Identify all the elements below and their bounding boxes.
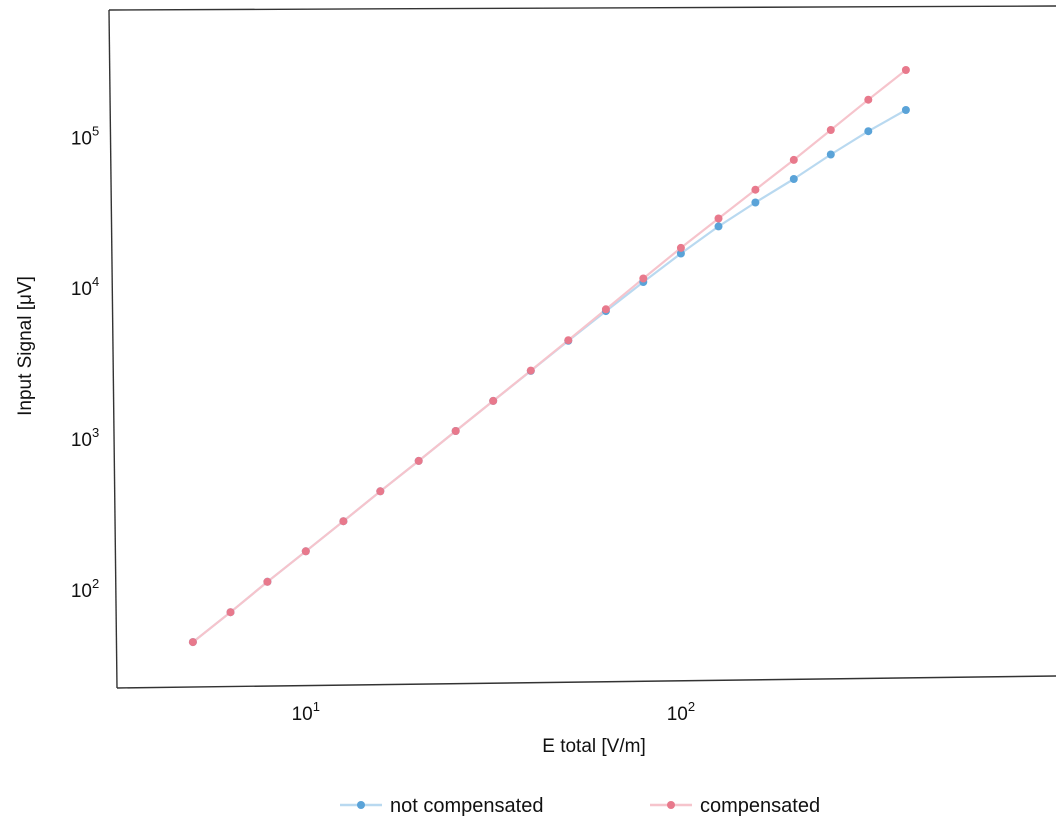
series-line-compensated xyxy=(192,69,907,643)
y-axis-title: Input Signal [μV] xyxy=(15,276,36,416)
legend-marker xyxy=(667,801,675,809)
data-point-not-compensated xyxy=(826,150,835,159)
legend-item: not compensated xyxy=(340,795,543,817)
data-point-compensated xyxy=(751,185,760,194)
data-point-compensated xyxy=(901,66,910,74)
y-tick-label: 102 xyxy=(71,576,99,602)
legend: not compensated compensated xyxy=(340,795,820,817)
data-point-compensated xyxy=(339,517,348,526)
data-point-compensated xyxy=(676,243,685,252)
y-tick-base: 10 xyxy=(71,279,92,300)
series-line-not-compensated xyxy=(192,109,907,643)
data-point-compensated xyxy=(789,155,798,164)
legend-marker xyxy=(357,801,365,809)
x-tick-base: 10 xyxy=(292,704,313,725)
plot-top-border xyxy=(108,5,1056,11)
y-axis-line xyxy=(108,9,118,689)
x-tick-label: 102 xyxy=(667,699,695,725)
data-point-compensated xyxy=(263,577,272,586)
y-tick-exponent: 2 xyxy=(92,576,99,591)
data-point-compensated xyxy=(639,274,648,283)
data-point-compensated xyxy=(714,214,723,223)
data-point-compensated xyxy=(414,456,423,465)
data-point-compensated xyxy=(601,305,610,314)
x-axis-line xyxy=(116,675,1056,689)
x-ticks: 101 102 xyxy=(292,699,695,725)
x-tick-exponent: 2 xyxy=(688,699,695,714)
legend-label: compensated xyxy=(700,795,820,817)
data-point-compensated xyxy=(376,487,385,496)
x-axis-title: E total [V/m] xyxy=(542,736,645,757)
data-point-not-compensated xyxy=(864,127,873,136)
data-point-not-compensated xyxy=(751,198,760,207)
x-tick-label: 101 xyxy=(292,699,320,725)
data-point-not-compensated xyxy=(789,175,798,183)
data-point-compensated xyxy=(301,547,310,556)
y-tick-exponent: 4 xyxy=(92,274,99,289)
data-point-compensated xyxy=(226,608,235,617)
legend-item: compensated xyxy=(650,795,820,817)
y-tick-label: 105 xyxy=(71,123,99,149)
x-tick-base: 10 xyxy=(667,704,688,725)
data-point-compensated xyxy=(188,638,197,647)
y-tick-label: 103 xyxy=(71,425,99,451)
data-point-compensated xyxy=(489,396,498,405)
y-tick-base: 10 xyxy=(71,430,92,451)
data-point-compensated xyxy=(451,427,460,435)
y-tick-label: 104 xyxy=(71,274,99,300)
y-tick-base: 10 xyxy=(71,128,92,149)
data-point-compensated xyxy=(864,95,873,104)
x-tick-exponent: 1 xyxy=(313,699,320,714)
y-tick-base: 10 xyxy=(71,581,92,602)
plot-frame xyxy=(108,5,1056,689)
y-tick-exponent: 5 xyxy=(92,123,99,138)
y-tick-exponent: 3 xyxy=(92,425,99,440)
data-point-compensated xyxy=(526,366,535,375)
data-point-not-compensated xyxy=(714,222,723,231)
data-point-not-compensated xyxy=(901,106,910,114)
legend-label: not compensated xyxy=(390,795,543,817)
data-point-not-compensated xyxy=(676,249,685,258)
data-point-compensated xyxy=(564,336,573,345)
data-point-compensated xyxy=(826,126,835,134)
series-layer xyxy=(188,66,910,647)
